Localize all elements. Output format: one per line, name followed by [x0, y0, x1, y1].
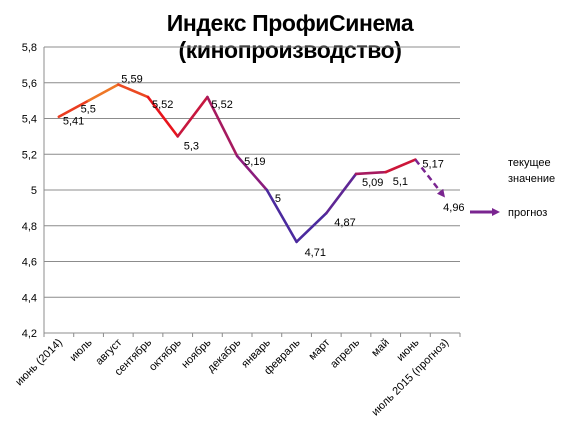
data-label: 4,87 [334, 217, 355, 229]
forecast-segment [414, 158, 445, 198]
series-segment [116, 83, 150, 99]
x-tick-label: апрель [328, 336, 362, 370]
data-label: 5,1 [393, 176, 408, 188]
series-segment [295, 211, 328, 244]
x-tick-label: июнь [395, 336, 422, 363]
series-segment [176, 95, 209, 138]
data-label: 5,52 [152, 99, 173, 111]
series-segment [324, 172, 358, 215]
x-tick-label: декабрь [205, 336, 243, 374]
label-layer: 5,415,5 5,59 5,52 5,3 5,52 5,19 5 4,71 4,87 5,09 5… [63, 74, 465, 259]
axis-layer: 4,2 4,4 4,6 4,8 5 5,2 5,4 5,6 5,8 июнь (2014) июль… [13, 42, 461, 418]
series-segment [146, 95, 180, 138]
data-label: 5,41 [63, 116, 84, 128]
grid-layer [44, 46, 460, 334]
data-label: 5,17 [422, 159, 443, 171]
y-tick-label: 5,4 [22, 114, 37, 126]
y-tick-label: 4,8 [22, 221, 37, 233]
series-layer [57, 83, 445, 244]
y-tick-label: 4,6 [22, 257, 37, 269]
y-tick-label: 5 [31, 185, 37, 197]
data-label: 5,09 [362, 177, 383, 189]
data-label: 4,96 [443, 202, 464, 214]
y-tick-label: 5,2 [22, 149, 37, 161]
series-segment [87, 83, 120, 102]
data-label: 4,71 [305, 247, 326, 259]
series-segment [206, 95, 239, 158]
data-label: 5,59 [121, 74, 142, 86]
x-tick-label: март [307, 337, 333, 363]
legend: текущее значение прогноз [470, 157, 555, 219]
data-label: 5 [275, 193, 281, 205]
legend-label-current-line2: значение [508, 173, 555, 185]
y-tick-label: 4,2 [22, 328, 37, 340]
data-label: 5,19 [244, 156, 265, 168]
data-label: 5,52 [211, 99, 232, 111]
y-tick-label: 5,8 [22, 42, 37, 54]
series-segment [235, 154, 269, 192]
y-tick-label: 4,4 [22, 292, 37, 304]
x-tick-label: май [369, 337, 392, 360]
y-tick-label: 5,6 [22, 78, 37, 90]
series-segment [265, 188, 298, 244]
legend-label-current: текущее [508, 157, 551, 169]
data-label: 5,5 [81, 104, 96, 116]
legend-label-forecast: прогноз [508, 207, 547, 219]
x-tick-label: октябрь [147, 336, 184, 373]
data-label: 5,3 [184, 140, 199, 152]
chart-title: Индекс ПрофиСинема (кинопроизводство) [166, 10, 414, 63]
x-tick-label: июнь (2014) [13, 337, 65, 389]
x-tick-label: июль [68, 336, 95, 363]
series-segment [57, 99, 90, 119]
series-segment [354, 170, 388, 176]
series-segment [384, 158, 417, 174]
